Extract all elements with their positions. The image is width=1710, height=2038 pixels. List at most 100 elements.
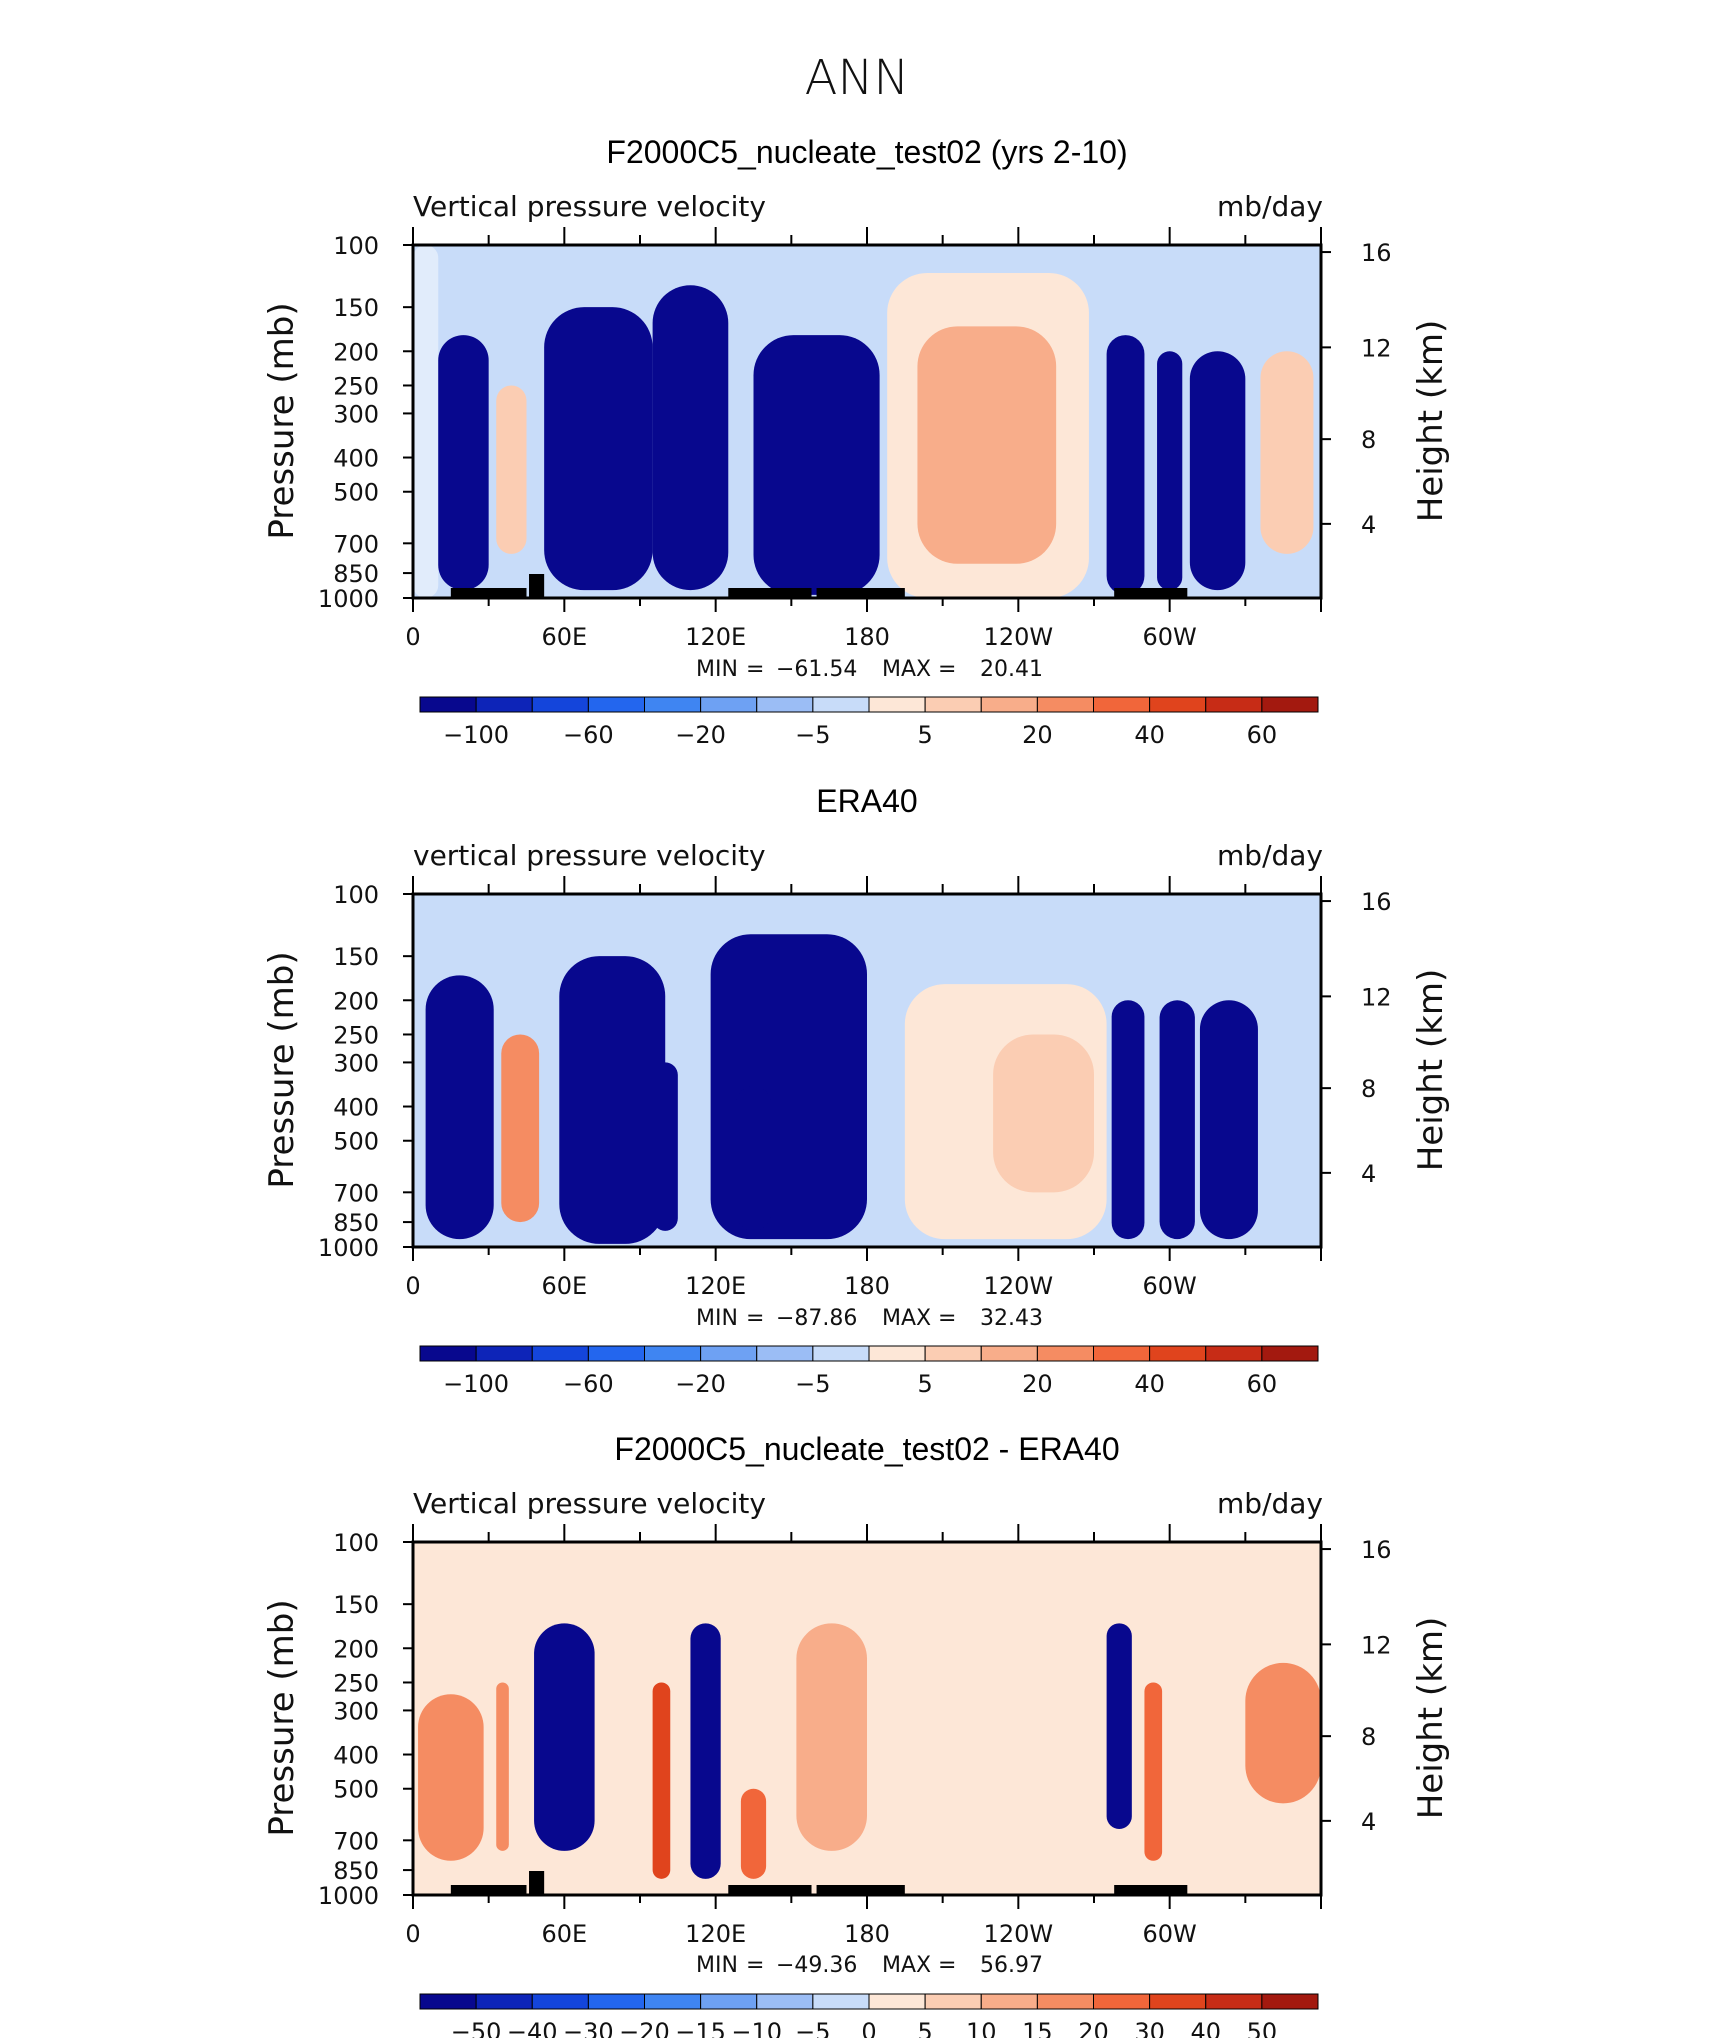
x-tick-label: 60E xyxy=(541,1920,587,1948)
colorbar-label: −15 xyxy=(675,2018,726,2038)
colorbar-box xyxy=(868,1993,926,2010)
colorbar-box xyxy=(700,696,758,713)
colorbar-box xyxy=(475,696,533,713)
y-tick-label: 500 xyxy=(333,479,379,507)
colorbar-label: −20 xyxy=(619,2018,670,2038)
colorbar-box xyxy=(1093,1993,1151,2010)
colorbar-label: −5 xyxy=(795,1370,830,1398)
colorbar: −50 −40 −30 −20 −15 −10 −5 0 5 10 15 20 30 40 50 xyxy=(419,1993,1319,2038)
min-eq: = xyxy=(746,1953,764,1978)
x-tick-label: 120W xyxy=(984,623,1054,651)
contour-region xyxy=(710,934,867,1240)
y-right-tick-label: 8 xyxy=(1361,1723,1376,1751)
panel-title: ERA40 xyxy=(816,783,917,819)
x-tick-label: 0 xyxy=(405,623,420,651)
colorbar-box xyxy=(812,1993,870,2010)
colorbar-label: −60 xyxy=(563,1370,614,1398)
y-tick-label: 400 xyxy=(333,1094,379,1122)
plot-area xyxy=(411,1540,1323,1897)
max-label: MAX xyxy=(882,1306,931,1331)
colorbar-label: 0 xyxy=(861,2018,876,2038)
contour-region xyxy=(1111,1000,1145,1240)
y-tick-label: 300 xyxy=(333,400,379,428)
colorbar-label: −50 xyxy=(451,2018,502,2038)
colorbar-box xyxy=(980,696,1038,713)
colorbar-box xyxy=(980,1993,1038,2010)
colorbar-box xyxy=(531,1345,589,1362)
max-eq: = xyxy=(938,1953,956,1978)
y-right-tick-label: 16 xyxy=(1361,888,1392,916)
field-label: Vertical pressure velocity xyxy=(413,190,766,223)
contour-region xyxy=(1199,1000,1258,1240)
colorbar-label: 20 xyxy=(1022,721,1053,749)
page-title: ANN xyxy=(805,50,910,106)
y-tick-label: 1000 xyxy=(318,1882,379,1910)
y-axis-label-right: Height (km) xyxy=(1411,1617,1451,1820)
min-eq: = xyxy=(746,1306,764,1331)
contour-region xyxy=(1144,1682,1163,1861)
terrain-block xyxy=(816,1885,905,1895)
stats-line: MIN = −49.36 MAX = 56.97 xyxy=(696,1953,1043,1978)
colorbar-box xyxy=(419,1993,477,2010)
colorbar-box xyxy=(812,696,870,713)
colorbar-box xyxy=(1205,1345,1263,1362)
contour-regions xyxy=(413,1542,1321,1895)
stats-line: MIN = −61.54 MAX = 20.41 xyxy=(696,657,1043,682)
y-axis-label: Pressure (mb) xyxy=(262,1599,302,1836)
contour-region xyxy=(501,1034,540,1223)
y-tick-label: 500 xyxy=(333,1128,379,1156)
x-tick-label: 180 xyxy=(844,1272,890,1300)
colorbar-label: 50 xyxy=(1247,2018,1278,2038)
x-tick-label: 0 xyxy=(405,1272,420,1300)
contour-region xyxy=(1106,335,1145,595)
terrain-block xyxy=(450,1885,527,1895)
contour-region xyxy=(1189,351,1246,591)
terrain-block xyxy=(1114,588,1188,598)
colorbar-label: 15 xyxy=(1022,2018,1053,2038)
colorbar-box xyxy=(924,696,982,713)
x-tick-label: 60E xyxy=(541,623,587,651)
y-tick-label: 850 xyxy=(333,1857,379,1885)
contour-region xyxy=(1260,351,1314,554)
max-label: MAX xyxy=(882,657,931,682)
colorbar-label: 40 xyxy=(1134,721,1165,749)
y-tick-label: 700 xyxy=(333,1179,379,1207)
contour-region xyxy=(740,1788,767,1879)
y-tick-label: 400 xyxy=(333,445,379,473)
colorbar-box xyxy=(475,1993,533,2010)
colorbar-label: −100 xyxy=(443,721,509,749)
colorbar-box xyxy=(644,1345,702,1362)
terrain-block xyxy=(816,588,905,598)
colorbar-label: 20 xyxy=(1078,2018,1109,2038)
contour-region xyxy=(796,1623,867,1851)
y-right-tick-label: 12 xyxy=(1361,1631,1392,1659)
contour-region xyxy=(993,1034,1094,1193)
min-label: MIN xyxy=(696,1306,738,1331)
colorbar-label: −10 xyxy=(731,2018,782,2038)
colorbar-box xyxy=(868,696,926,713)
colorbar-box xyxy=(531,1993,589,2010)
colorbar-box xyxy=(1036,696,1094,713)
y-tick-label: 400 xyxy=(333,1742,379,1770)
panel-difference: F2000C5_nucleate_test02 - ERA40 Vertical… xyxy=(262,1431,1451,2038)
terrain-block xyxy=(529,574,545,598)
colorbar-box xyxy=(756,696,814,713)
colorbar-label: 10 xyxy=(966,2018,997,2038)
contour-region xyxy=(652,285,729,591)
colorbar-box xyxy=(980,1345,1038,1362)
min-label: MIN xyxy=(696,657,738,682)
colorbar-box xyxy=(419,696,477,713)
colorbar-box xyxy=(644,696,702,713)
x-tick-label: 120W xyxy=(984,1920,1054,1948)
stats-line: MIN = −87.86 MAX = 32.43 xyxy=(696,1306,1043,1331)
y-right-tick-label: 8 xyxy=(1361,426,1376,454)
y-tick-label: 200 xyxy=(333,338,379,366)
colorbar-label: −5 xyxy=(795,2018,830,2038)
colorbar-label: −20 xyxy=(675,1370,726,1398)
colorbar-box xyxy=(475,1345,533,1362)
y-right-tick-label: 4 xyxy=(1361,511,1376,539)
x-tick-label: 60W xyxy=(1143,1272,1197,1300)
colorbar-box xyxy=(1093,1345,1151,1362)
